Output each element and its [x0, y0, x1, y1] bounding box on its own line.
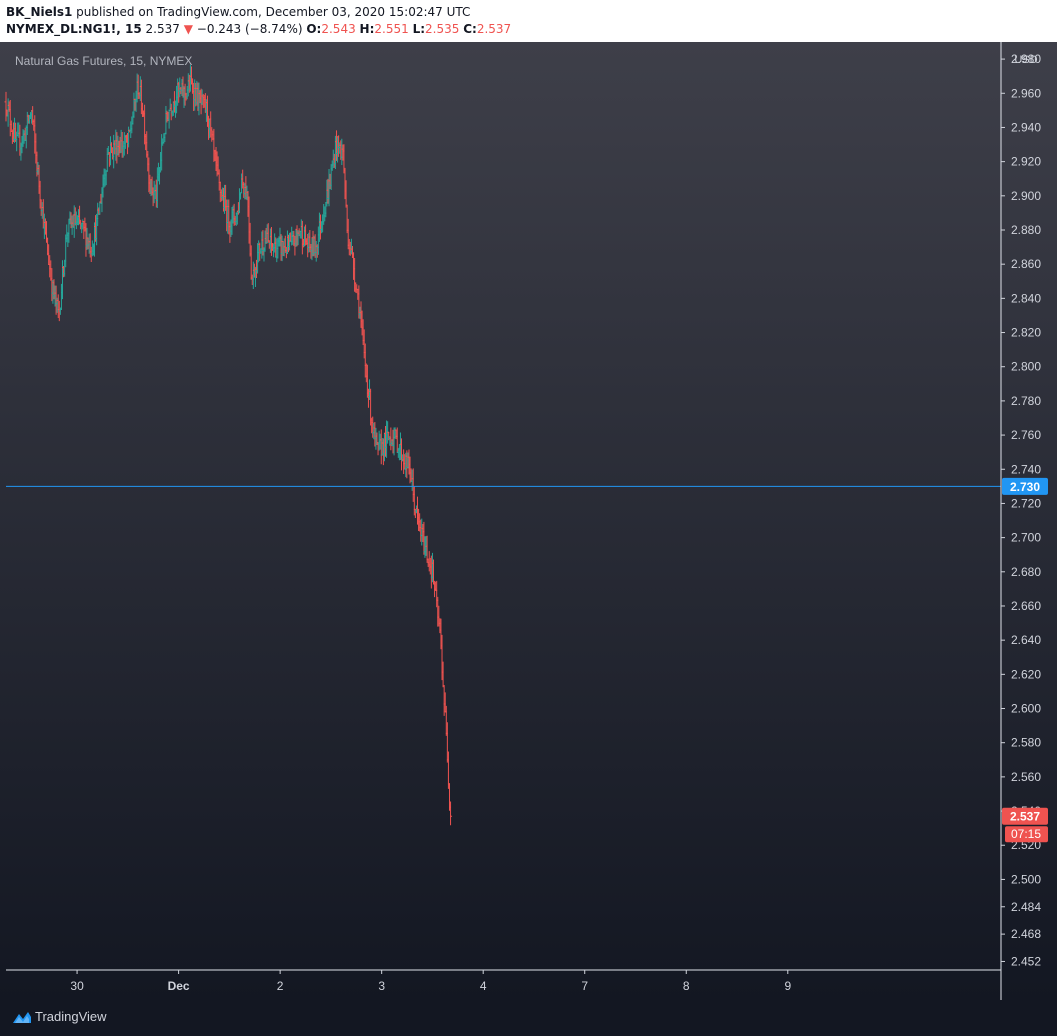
price-tick-label: 2.700: [1011, 531, 1041, 545]
publish-line: BK_Niels1 published on TradingView.com, …: [6, 5, 470, 19]
price-tick-label: 2.740: [1011, 462, 1041, 476]
symbol-label: NYMEX_DL:NG1!, 15: [6, 22, 142, 36]
price-tick-label: 2.484: [1011, 900, 1041, 914]
open-value: 2.543: [321, 22, 356, 36]
close-value: 2.537: [476, 22, 512, 36]
price-tick-label: 2.980: [1011, 52, 1041, 66]
time-tick-label: 30: [70, 979, 84, 993]
publisher-name[interactable]: BK_Niels1: [6, 5, 73, 19]
price-tick-label: 2.580: [1011, 736, 1041, 750]
time-tick-label: 4: [480, 979, 487, 993]
price-chart[interactable]: 2.980 2.960 2.940 2.920 2.900 2.880 2.860 2.840…: [0, 42, 1057, 1000]
tradingview-logo-icon[interactable]: [12, 1009, 32, 1025]
horizontal-line-value: 2.730: [1010, 480, 1040, 494]
close-label: C:: [463, 22, 477, 36]
time-tick-label: 9: [784, 979, 791, 993]
price-tick-label: 2.468: [1011, 927, 1041, 941]
price-tick-label: 2.720: [1011, 496, 1041, 510]
chart-title: Natural Gas Futures, 15, NYMEX: [15, 54, 192, 68]
price-tick-label: 2.880: [1011, 223, 1041, 237]
bar-countdown: 07:15: [1011, 827, 1041, 841]
footer-bar: TradingView: [0, 1000, 1057, 1036]
price-tick-label: 2.500: [1011, 872, 1041, 886]
price-tick-label: 2.680: [1011, 565, 1041, 579]
change-text: −0.243 (−8.74%): [196, 22, 303, 36]
price-tick-label: 2.452: [1011, 954, 1041, 968]
price-tick-label: 2.620: [1011, 667, 1041, 681]
time-tick-label: 7: [581, 979, 588, 993]
price-tick-label: 2.860: [1011, 257, 1041, 271]
ohlc-bar: [449, 801, 453, 826]
ohlc-bars: [4, 64, 453, 826]
price-tick-label: 2.960: [1011, 86, 1041, 100]
price-tick-label: 2.800: [1011, 360, 1041, 374]
horizontal-line-price-label: 2.730: [1002, 477, 1048, 495]
open-label: O:: [306, 22, 322, 36]
low-label: L:: [412, 22, 426, 36]
price-axis[interactable]: 2.980 2.960 2.940 2.920 2.900 2.880 2.860 2.840…: [1001, 52, 1041, 968]
price-tick-label: 2.920: [1011, 155, 1041, 169]
down-arrow-icon: ▼: [183, 22, 193, 36]
price-tick-label: 2.780: [1011, 394, 1041, 408]
high-value: 2.551: [374, 22, 409, 36]
time-tick-label: 2: [277, 979, 284, 993]
symbol-legend: NYMEX_DL:NG1!, 15 2.537 ▼ −0.243 (−8.74%…: [6, 22, 511, 36]
price-tick-label: 2.660: [1011, 599, 1041, 613]
price-tick-label: 2.940: [1011, 120, 1041, 134]
high-label: H:: [359, 22, 375, 36]
published-text: published on TradingView.com, December 0…: [72, 5, 471, 19]
last-price-label: 2.537 07:15: [1002, 807, 1048, 843]
currency-label: USD: [1014, 54, 1037, 66]
time-tick-label: 8: [683, 979, 690, 993]
price-tick-label: 2.820: [1011, 326, 1041, 340]
time-tick-label: 3: [378, 979, 385, 993]
price-tick-label: 2.760: [1011, 428, 1041, 442]
price-tick-label: 2.640: [1011, 633, 1041, 647]
price-tick-label: 2.840: [1011, 291, 1041, 305]
price-tick-label: 2.900: [1011, 189, 1041, 203]
publish-header: BK_Niels1 published on TradingView.com, …: [0, 0, 1057, 42]
footer-brand[interactable]: TradingView: [35, 1009, 107, 1024]
time-axis[interactable]: 30 Dec 2 3 4 7 8 9: [70, 970, 791, 993]
price-scale-background: [1001, 42, 1057, 1000]
time-tick-label: Dec: [168, 979, 190, 993]
price-tick-label: 2.560: [1011, 770, 1041, 784]
plot-background: [0, 42, 1057, 1000]
price-tick-label: 2.600: [1011, 702, 1041, 716]
low-value: 2.535: [425, 22, 460, 36]
last-price-value: 2.537: [1010, 810, 1040, 824]
last-price-text: 2.537: [145, 22, 180, 36]
